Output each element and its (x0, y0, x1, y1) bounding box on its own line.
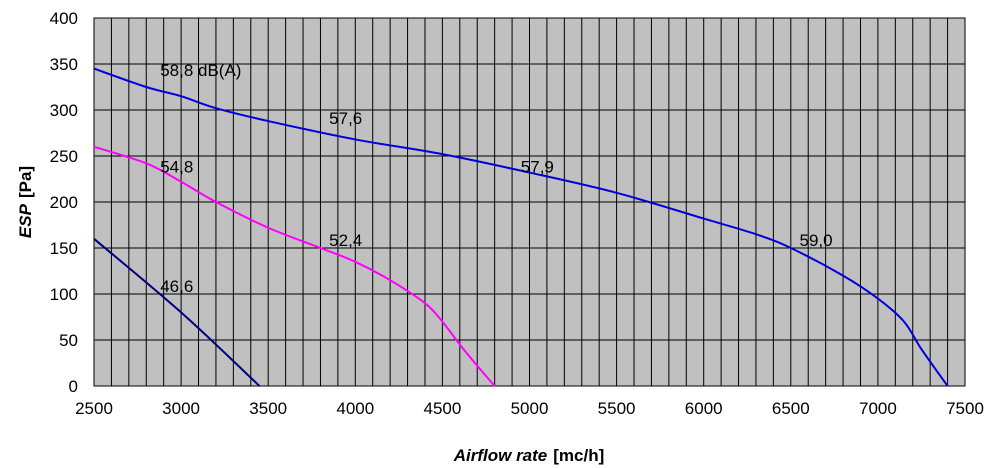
x-tick-label: 4500 (423, 399, 461, 418)
x-tick-label: 2500 (75, 399, 113, 418)
series-line-3 (93, 238, 261, 387)
annotation-label: 54,8 (160, 158, 193, 177)
plot-border (93, 17, 966, 387)
y-tick-label: 100 (50, 285, 78, 304)
x-tick-labels: 2500 3000 3500 4000 4500 5000 5500 6000 6500 7000… (75, 399, 984, 418)
y-tick-labels: 0 50 100 150 200 250 300 350 400 (50, 9, 78, 396)
y-axis-title: ESP [Pa] (16, 166, 35, 238)
x-tick-label: 3000 (162, 399, 200, 418)
x-tick-label: 7000 (859, 399, 897, 418)
x-tick-label: 6000 (685, 399, 723, 418)
series-line-2 (93, 145, 496, 387)
y-axis-title-main: ESP (16, 203, 35, 238)
annotation-label: 46,6 (160, 277, 193, 296)
annotation-label: 57,6 (329, 109, 362, 128)
series-line-1 (93, 67, 949, 387)
x-tick-label: 4000 (336, 399, 374, 418)
y-tick-label: 0 (69, 377, 78, 396)
y-tick-label: 300 (50, 101, 78, 120)
y-tick-label: 400 (50, 9, 78, 28)
annotation-label: 58,8 dB(A) (160, 61, 241, 80)
y-tick-label: 350 (50, 55, 78, 74)
x-axis-title-unit: [mc/h] (553, 446, 604, 465)
annotation-label: 52,4 (329, 231, 362, 250)
series-layer (93, 67, 949, 387)
x-tick-label: 3500 (249, 399, 287, 418)
x-axis-title-main: Airflow rate (453, 446, 548, 465)
y-axis-title-unit: [Pa] (16, 166, 35, 198)
x-axis-title: Airflow rate [mc/h] (453, 446, 605, 465)
y-tick-label: 200 (50, 193, 78, 212)
y-tick-label: 150 (50, 239, 78, 258)
x-tick-label: 6500 (772, 399, 810, 418)
x-tick-label: 5000 (511, 399, 549, 418)
major-grid (94, 18, 965, 386)
annotation-label: 59,0 (800, 231, 833, 250)
y-tick-label: 50 (59, 331, 78, 350)
x-tick-label: 7500 (946, 399, 984, 418)
y-tick-label: 250 (50, 147, 78, 166)
annotations: 58,8 dB(A) 57,6 57,9 59,0 54,8 52,4 46,6 (160, 61, 832, 296)
annotation-label: 57,9 (521, 158, 554, 177)
x-tick-label: 5500 (598, 399, 636, 418)
